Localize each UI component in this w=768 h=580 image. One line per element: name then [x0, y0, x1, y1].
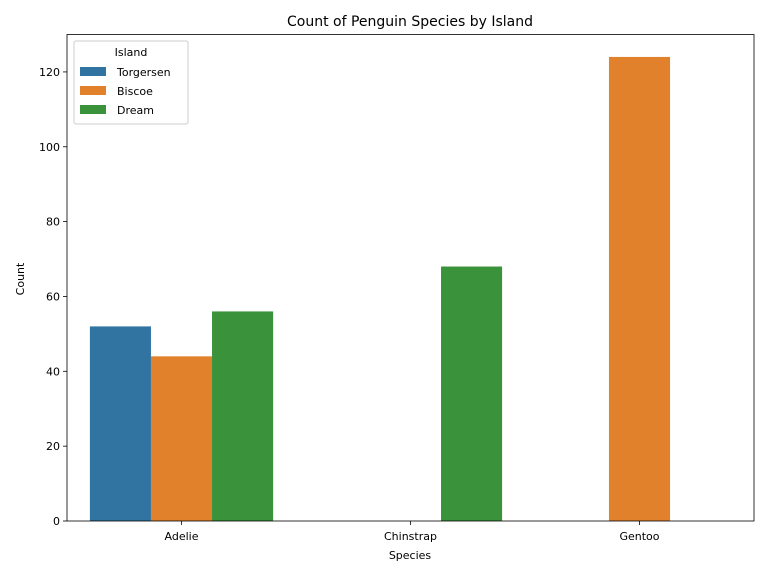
- x-axis-label: Species: [389, 549, 432, 562]
- y-tick-label: 0: [53, 515, 60, 528]
- x-tick-label-adelie: Adelie: [165, 530, 199, 543]
- y-tick-label: 100: [39, 141, 60, 154]
- x-tick-label-gentoo: Gentoo: [619, 530, 659, 543]
- bar-adelie-dream: [212, 311, 274, 521]
- bar-adelie-torgersen: [89, 326, 151, 521]
- y-tick-label: 120: [39, 66, 60, 79]
- y-tick-label: 80: [46, 216, 60, 229]
- legend-swatch-biscoe: [80, 86, 106, 95]
- chart-title: Count of Penguin Species by Island: [287, 14, 533, 30]
- y-tick-label: 20: [46, 440, 60, 453]
- y-tick-label: 60: [46, 290, 60, 303]
- legend-items: Torgersen Biscoe Dream: [80, 66, 171, 117]
- y-tick-label: 40: [46, 365, 60, 378]
- x-tick-label-chinstrap: Chinstrap: [384, 530, 437, 543]
- legend-label-torgersen: Torgersen: [116, 66, 171, 79]
- legend-swatch-dream: [80, 105, 106, 114]
- legend-label-biscoe: Biscoe: [117, 85, 153, 98]
- bar-adelie-biscoe: [150, 356, 213, 521]
- legend-label-dream: Dream: [117, 104, 154, 117]
- legend-title: Island: [115, 46, 148, 59]
- bar-chinstrap-dream: [441, 266, 503, 521]
- legend: Island Torgersen Biscoe Dream: [73, 40, 189, 125]
- legend-swatch-torgersen: [80, 67, 106, 76]
- bar-gentoo-biscoe: [608, 56, 671, 521]
- bars-layer: [89, 56, 671, 521]
- x-axis: Adelie Chinstrap Gentoo: [165, 521, 660, 543]
- legend-box: [73, 40, 189, 125]
- y-axis: 0 20 40 60 80 100 120: [39, 66, 67, 528]
- y-axis-label: Count: [14, 262, 27, 295]
